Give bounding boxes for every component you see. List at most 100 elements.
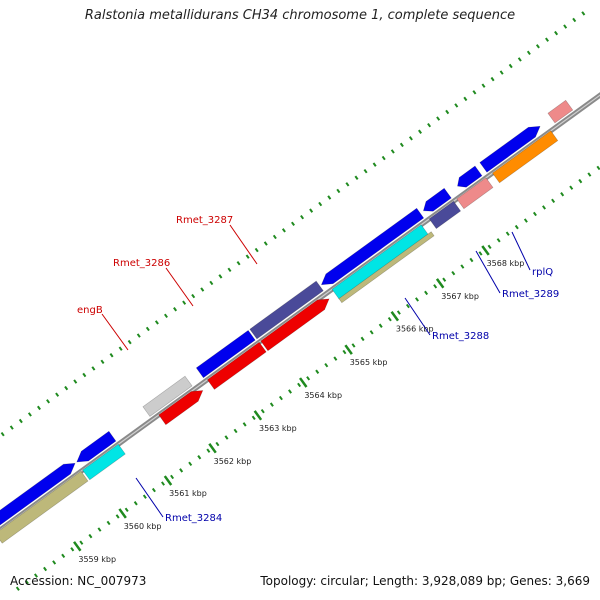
guide-dot [55, 392, 60, 397]
tick-label: 3560 kbp [124, 522, 162, 531]
guide-dot [15, 586, 20, 591]
scale-tick [163, 475, 173, 486]
label-callout [511, 231, 531, 271]
guide-dot [254, 247, 259, 253]
scale-tick [299, 377, 308, 388]
guide-dot [496, 238, 501, 243]
guide-dot [115, 514, 120, 519]
guide-dot [79, 540, 84, 545]
guide-dot [179, 468, 184, 473]
label-callout [101, 313, 129, 351]
guide-dot [569, 185, 574, 190]
guide-dot [145, 326, 150, 332]
guide-dot [27, 412, 32, 417]
gene-labels: engB Rmet_3286 Rmet_3287 Rmet_3284 Rmet_3288… [77, 215, 559, 524]
guide-dot [164, 313, 168, 319]
guide-dot [560, 192, 565, 197]
guide-dot [363, 168, 368, 174]
gene-feature [479, 125, 541, 173]
guide-dot [233, 428, 238, 434]
guide-dot [36, 405, 41, 411]
scale-tick [73, 541, 82, 552]
guide-dot [324, 362, 329, 368]
guide-dot [300, 214, 305, 220]
gene-feature [158, 390, 204, 426]
guide-dot [381, 155, 386, 161]
guide-dot [454, 103, 459, 108]
gene-label: engB [77, 305, 103, 316]
guide-dot [499, 70, 504, 75]
guide-dot [61, 553, 66, 559]
guide-dot [472, 90, 477, 95]
gene-feature [249, 280, 324, 340]
accession-text: Accession: NC_007973 [10, 574, 147, 588]
gene-feature [428, 200, 462, 230]
gene-feature [142, 375, 193, 417]
label-callout [135, 477, 164, 518]
guide-dot [478, 251, 483, 256]
guide-dot [106, 520, 111, 526]
tick-label: 3564 kbp [304, 391, 342, 400]
gene-feature [195, 329, 256, 379]
guide-dot [354, 175, 359, 180]
guide-dot [242, 422, 247, 427]
guide-dot [309, 208, 314, 213]
label-callout [229, 224, 258, 265]
guide-dot [52, 560, 57, 565]
guide-dot [227, 267, 232, 273]
gene-feature [457, 165, 483, 188]
guide-dot [278, 395, 283, 401]
guide-dot [127, 339, 132, 345]
guide-dot [272, 234, 277, 240]
guide-dot [269, 402, 274, 407]
scale-ticks: 3559 kbp 3560 kbp 3561 kbp 3562 kbp 3563 kbp… [73, 245, 525, 564]
guide-dot [333, 356, 338, 361]
tick-label: 3565 kbp [350, 358, 388, 367]
guide-dot [100, 359, 105, 365]
guide-dot [554, 30, 559, 36]
guide-dot [327, 195, 332, 200]
guide-dot [46, 399, 51, 404]
guide-dot [297, 382, 302, 388]
gene-feature [0, 470, 89, 544]
guide-dot [487, 244, 492, 250]
label-callout [475, 250, 501, 294]
guide-dot [545, 37, 549, 42]
guide-dot [342, 349, 347, 355]
guide-dot [360, 336, 365, 342]
gene-feature [423, 187, 452, 212]
gene-feature [0, 462, 76, 526]
gene-feature [547, 99, 574, 124]
gene-feature [320, 207, 425, 286]
gene-label: Rmet_3289 [502, 289, 559, 300]
gene-label: Rmet_3287 [176, 215, 233, 226]
guide-dot [97, 527, 102, 532]
guide-dot [517, 57, 522, 62]
guide-dot [182, 300, 187, 305]
guide-dot [0, 431, 5, 437]
gene-feature [456, 177, 494, 210]
tick-label: 3568 kbp [487, 259, 525, 268]
guide-dot [399, 142, 404, 148]
guide-dot [43, 566, 48, 572]
guide-dot [197, 455, 202, 460]
guide-dot [218, 274, 223, 279]
guide-dot [118, 346, 123, 351]
guide-dot [481, 83, 486, 88]
gene-feature [260, 298, 330, 352]
guide-dot [596, 165, 600, 171]
tick-label: 3562 kbp [214, 457, 252, 466]
guide-dot [460, 264, 465, 269]
guide-dot [209, 280, 214, 286]
guide-dot [433, 284, 438, 289]
gene-label: Rmet_3284 [165, 513, 222, 524]
scale-tick [208, 443, 217, 454]
guide-dot [581, 11, 586, 16]
dotted-guide-rows [0, 11, 600, 591]
guide-dot [523, 218, 528, 223]
guide-dot [170, 474, 175, 480]
guide-dot [88, 533, 93, 539]
topology-summary: Topology: circular; Length: 3,928,089 bp… [260, 574, 590, 588]
guide-dot [306, 376, 311, 381]
